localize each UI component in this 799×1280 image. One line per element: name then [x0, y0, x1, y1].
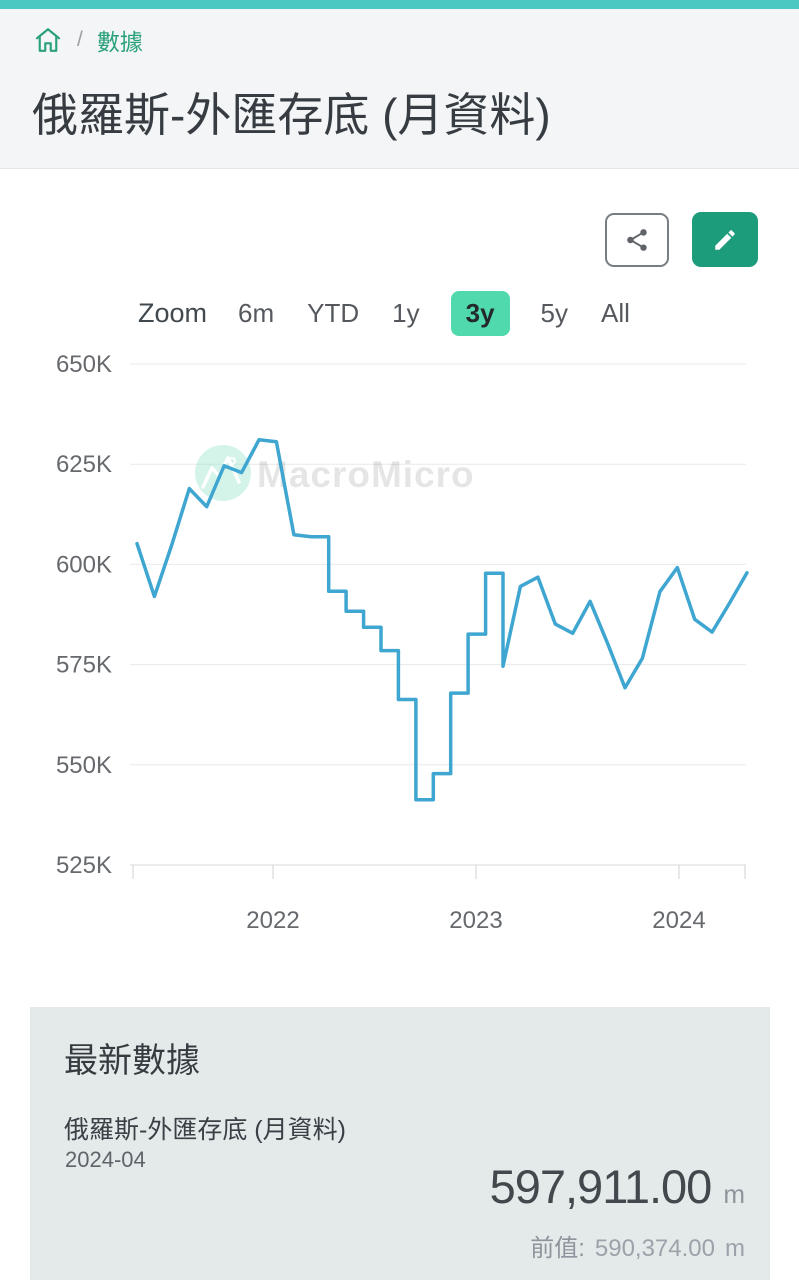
latest-value: 597,911.00 — [489, 1160, 713, 1213]
breadcrumb: / 數據 — [33, 23, 143, 57]
range-option-5y[interactable]: 5y — [539, 293, 570, 334]
page-title: 俄羅斯-外匯存底 (月資料) — [32, 89, 551, 141]
watermark-logo-dot — [228, 457, 236, 465]
latest-data-panel: 最新數據 俄羅斯-外匯存底 (月資料) 2024-04 597,911.00 m… — [30, 1007, 770, 1280]
panel-series-name: 俄羅斯-外匯存底 (月資料) — [64, 1116, 346, 1144]
y-axis-label: 525K — [56, 852, 112, 879]
panel-values: 597,911.00 m 前值: 590,374.00 m — [490, 1159, 745, 1263]
zoom-label: Zoom — [138, 298, 208, 328]
x-axis-label: 2022 — [246, 907, 299, 934]
range-option-all[interactable]: All — [599, 293, 632, 334]
previous-value-row: 前值: 590,374.00 m — [530, 1228, 745, 1263]
latest-value-unit: m — [723, 1179, 745, 1209]
latest-value-row: 597,911.00 m — [490, 1159, 745, 1214]
watermark-text: MacroMicro — [257, 454, 475, 495]
top-accent-bar — [0, 0, 799, 9]
y-axis-label: 650K — [56, 351, 112, 378]
edit-button[interactable] — [692, 212, 758, 267]
range-selector: Zoom 6m YTD 1y 3y 5y All — [138, 290, 632, 337]
reserves-chart[interactable]: 650K 625K 600K 575K 550K 525K 2022 2023 2024 Macr… — [0, 340, 799, 940]
series-line[interactable] — [135, 438, 749, 802]
y-axis-label: 600K — [56, 551, 112, 578]
x-axis-label: 2023 — [449, 907, 502, 934]
y-axis-label: 625K — [56, 451, 112, 478]
share-icon — [627, 229, 647, 251]
panel-heading: 最新數據 — [64, 1042, 200, 1080]
panel-date: 2024-04 — [65, 1147, 146, 1172]
range-option-1y[interactable]: 1y — [390, 293, 421, 334]
range-option-3y[interactable]: 3y — [450, 291, 510, 336]
y-axis-label: 575K — [56, 652, 112, 679]
watermark-logo — [195, 445, 251, 501]
page-header: / 數據 俄羅斯-外匯存底 (月資料) — [0, 9, 799, 169]
pencil-icon — [715, 229, 735, 250]
previous-value: 590,374.00 — [594, 1235, 715, 1262]
breadcrumb-link-data[interactable]: 數據 — [96, 29, 143, 55]
previous-value-unit: m — [725, 1235, 745, 1262]
range-option-6m[interactable]: 6m — [236, 293, 276, 334]
range-option-ytd[interactable]: YTD — [305, 293, 361, 334]
share-button[interactable] — [605, 213, 669, 267]
y-axis-label: 550K — [56, 752, 112, 779]
x-axis-label: 2024 — [652, 907, 705, 934]
previous-value-label: 前值: — [530, 1235, 585, 1262]
breadcrumb-separator: / — [77, 28, 83, 51]
home-icon[interactable] — [33, 25, 63, 55]
